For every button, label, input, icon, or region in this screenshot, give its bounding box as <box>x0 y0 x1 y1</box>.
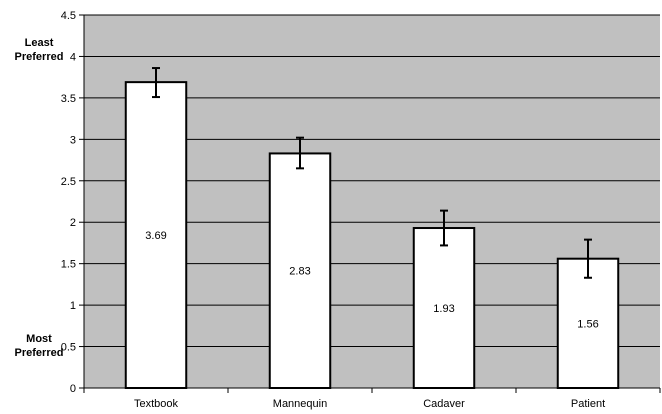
bar <box>124 81 188 389</box>
y-tick-label: 0.5 <box>61 342 76 354</box>
y-label-most-preferred: Most Preferred <box>14 333 64 359</box>
y-tick-label: 2 <box>70 217 76 229</box>
bars <box>124 81 620 389</box>
data-labels: 3.69 2.83 1.93 1.56 <box>145 230 598 330</box>
error-bars <box>152 67 592 279</box>
x-tick-label: Cadaver <box>423 398 465 410</box>
bar <box>268 152 332 389</box>
y-tick-label: 1.5 <box>61 259 76 271</box>
bar <box>412 227 476 389</box>
bar <box>556 257 620 389</box>
y-tick-label: 4.5 <box>61 10 76 22</box>
x-tick-label: Textbook <box>134 398 179 410</box>
y-tick-label: 2.5 <box>61 176 76 188</box>
x-axis: Textbook Mannequin Cadaver Patient <box>83 387 661 410</box>
y-tick-label: 4 <box>70 51 76 63</box>
data-label: 1.56 <box>577 318 598 330</box>
y-label-least-preferred: Least Preferred <box>14 37 64 63</box>
y-axis: 0 0.5 1 1.5 2 2.5 3 3.5 4 4.5 <box>61 10 85 395</box>
y-tick-label: 0 <box>70 383 76 395</box>
data-label: 1.93 <box>433 303 454 315</box>
x-tick-label: Patient <box>571 398 605 410</box>
y-tick-label: 3.5 <box>61 93 76 105</box>
data-label: 2.83 <box>289 266 310 278</box>
y-tick-label: 1 <box>70 300 76 312</box>
x-tick-label: Mannequin <box>273 398 327 410</box>
data-label: 3.69 <box>145 230 166 242</box>
y-tick-label: 3 <box>70 134 76 146</box>
